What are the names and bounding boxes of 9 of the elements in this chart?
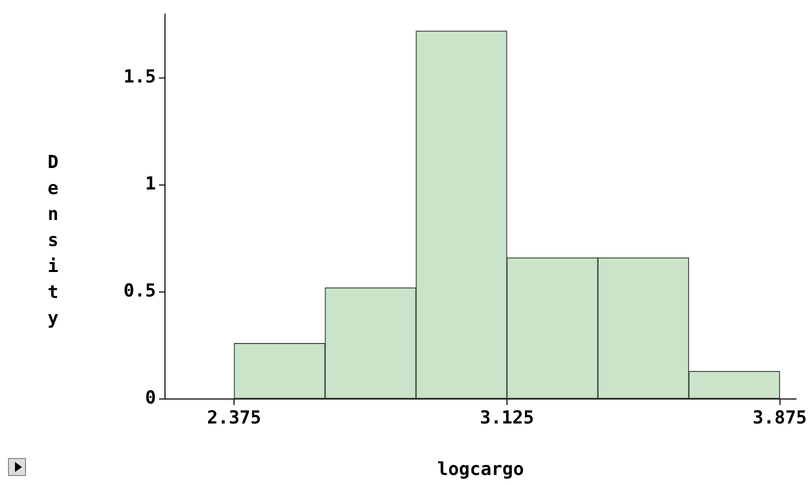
y-axis-title: Density xyxy=(46,151,60,331)
x-tick-label: 3.875 xyxy=(752,407,807,428)
x-tick-label: 3.125 xyxy=(480,407,534,428)
x-axis-title: logcargo xyxy=(437,458,524,480)
y-tick-label: 1 xyxy=(145,174,156,195)
y-tick-label: 1.5 xyxy=(123,66,156,88)
y-tick-label: 0.5 xyxy=(123,280,156,302)
x-tick-label: 2.375 xyxy=(207,407,262,428)
y-tick-label: 0 xyxy=(145,388,156,409)
